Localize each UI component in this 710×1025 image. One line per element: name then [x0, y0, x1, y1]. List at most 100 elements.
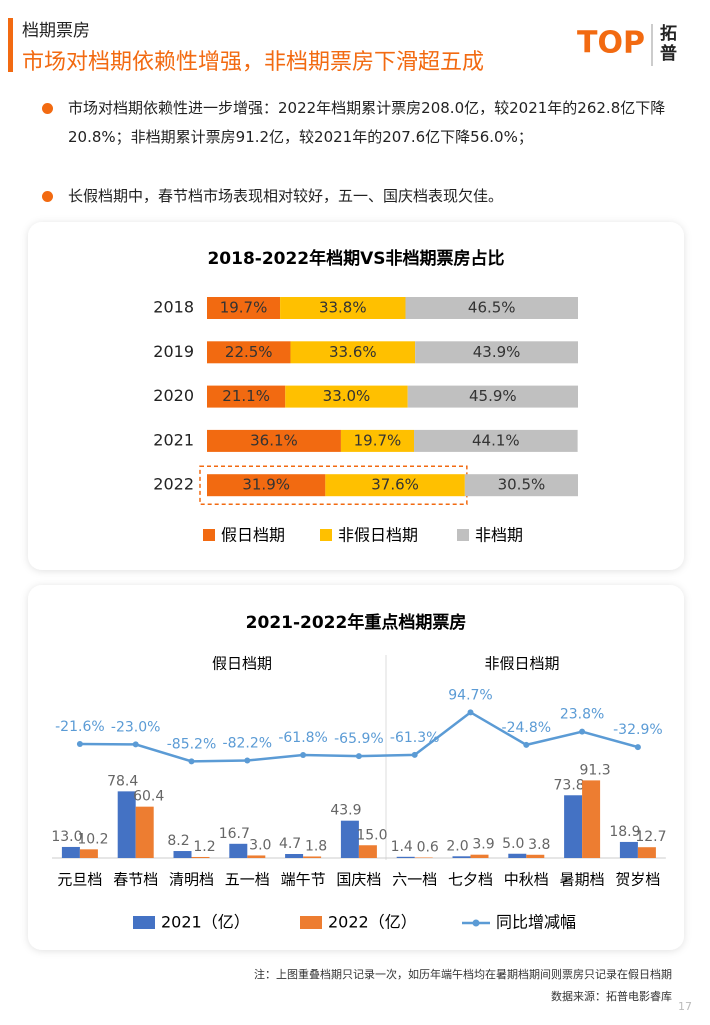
bar-segment: [207, 297, 281, 319]
data-label: 15.0: [356, 827, 387, 843]
bar: [564, 795, 583, 858]
data-label: 73.8: [554, 777, 585, 793]
x-tick-label: 清明档: [169, 871, 214, 889]
data-label: -24.8%: [502, 720, 552, 736]
data-label: -85.2%: [167, 736, 217, 752]
legend-swatch: [133, 916, 155, 929]
legend-label: 2021（亿）: [161, 913, 250, 932]
data-label: -82.2%: [223, 736, 273, 752]
x-tick-label: 暑期档: [560, 871, 605, 889]
data-label: 2.0: [446, 838, 468, 854]
data-label: 33.8%: [319, 299, 367, 317]
legend-swatch: [457, 529, 469, 541]
bar: [229, 843, 248, 858]
bar-segment: [207, 385, 286, 408]
line-point: [355, 753, 362, 760]
data-label: 23.8%: [560, 707, 604, 723]
legend-label: 非假日档期: [338, 526, 418, 545]
data-label: -65.9%: [334, 731, 384, 747]
bar: [135, 806, 154, 858]
data-label: 10.2: [77, 831, 108, 847]
line-point: [132, 741, 139, 748]
data-label: 94.7%: [448, 687, 492, 703]
data-label: 46.5%: [468, 299, 516, 317]
line-point: [579, 728, 586, 735]
x-tick-label: 六一档: [392, 871, 437, 889]
data-label: 12.7: [635, 829, 666, 845]
data-label: 78.4: [107, 773, 138, 789]
line-point: [76, 741, 83, 748]
bar: [117, 791, 136, 858]
bar: [285, 854, 304, 858]
bar: [340, 820, 359, 858]
source: 数据来源：拓普电影睿库: [551, 990, 672, 1003]
data-label: 3.9: [472, 837, 494, 853]
x-tick-label: 中秋档: [504, 871, 549, 889]
data-label: 16.7: [219, 826, 250, 842]
data-label: 37.6%: [371, 476, 419, 494]
data-label: 18.9: [609, 824, 640, 840]
bar: [247, 855, 266, 858]
data-label: 43.9: [330, 803, 361, 819]
legend-label: 非档期: [475, 526, 523, 545]
bar: [470, 854, 489, 858]
chart-title: 2018-2022年档期VS非档期票房占比: [207, 248, 504, 269]
x-tick-label: 七夕档: [448, 871, 493, 889]
bar: [637, 847, 656, 858]
bar-segment: [207, 341, 291, 364]
logo-text: 拓普: [660, 24, 677, 64]
bar: [526, 854, 545, 858]
chart-title: 2021-2022年重点档期票房: [246, 612, 467, 633]
data-label: 5.0: [502, 836, 524, 852]
legend-label: 同比增减幅: [496, 913, 576, 932]
page-title: 市场对档期依赖性增强，非档期票房下滑超五成: [22, 50, 485, 75]
line-point: [467, 709, 474, 716]
bar: [452, 856, 471, 858]
bar: [79, 849, 98, 858]
data-label: 36.1%: [250, 431, 298, 449]
data-label: -23.0%: [111, 719, 161, 735]
bar-segment: [464, 474, 578, 497]
bar-segment: [405, 297, 578, 319]
footnote: 注：上图重叠档期只记录一次，如历年端午档均在暑期档期间则票房只记录在假日档期: [254, 968, 672, 981]
bar-segment: [340, 429, 415, 452]
logo: TOP: [577, 24, 653, 66]
data-label: 8.2: [167, 833, 189, 849]
legend-swatch: [300, 916, 322, 929]
data-label: 30.5%: [498, 476, 546, 494]
data-label: 1.4: [391, 839, 413, 855]
y-tick-label: 2020: [153, 386, 194, 405]
line-point: [523, 741, 530, 748]
data-label: 22.5%: [225, 343, 273, 361]
data-label: 31.9%: [242, 476, 290, 494]
bar: [619, 841, 638, 858]
bar: [61, 846, 80, 858]
legend-swatch: [472, 919, 480, 927]
group-label: 假日档期: [212, 655, 272, 673]
data-label: 60.4: [133, 789, 164, 805]
legend-swatch: [320, 529, 332, 541]
line-point: [300, 751, 307, 758]
bar: [508, 853, 527, 858]
data-label: -21.6%: [55, 719, 105, 735]
y-tick-label: 2019: [153, 342, 194, 361]
bullet: 市场对档期依赖性进一步增强：2022年档期累计票房208.0亿，较2021年的2…: [42, 94, 708, 152]
data-label: 1.8: [305, 838, 327, 854]
data-label: 33.6%: [329, 343, 377, 361]
x-tick-label: 国庆档: [336, 871, 381, 889]
bar-segment: [325, 474, 465, 497]
group-label: 非假日档期: [484, 655, 559, 673]
bar: [173, 851, 192, 858]
data-label: -32.9%: [613, 722, 663, 738]
bar: [358, 845, 377, 858]
data-label: 3.0: [249, 837, 271, 853]
x-tick-label: 春节档: [113, 871, 158, 889]
x-tick-label: 端午节: [281, 871, 326, 889]
line-point: [244, 757, 251, 764]
y-tick-label: 2022: [153, 475, 194, 494]
bar-segment: [290, 341, 416, 364]
bar-segment: [280, 297, 406, 319]
bar-segment: [285, 385, 408, 408]
